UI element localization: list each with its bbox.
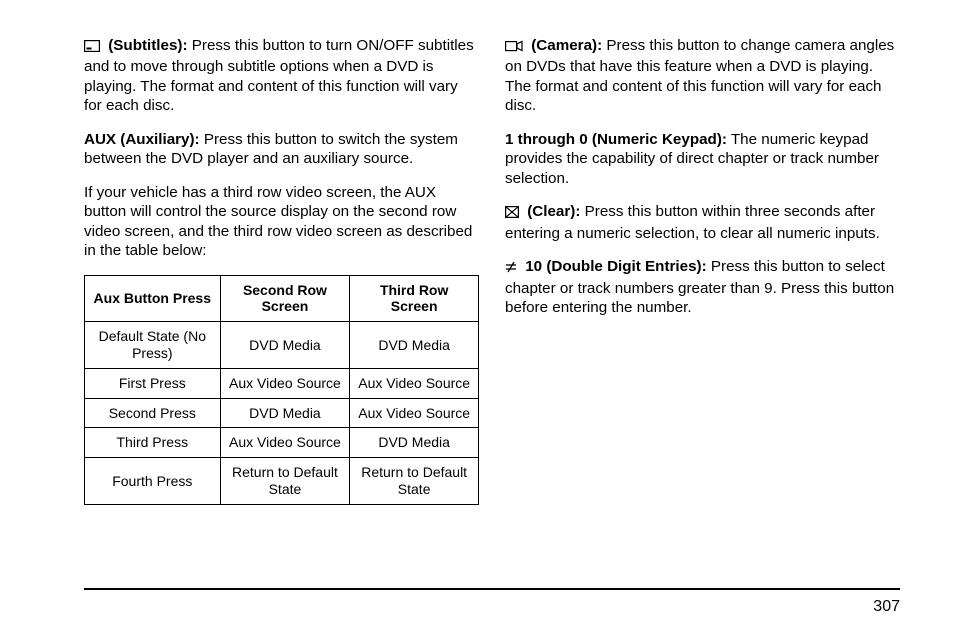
para-aux-note: If your vehicle has a third row video sc… [84, 183, 479, 261]
table-header-row: Aux Button Press Second Row Screen Third… [85, 275, 479, 322]
double-digit-label: 10 (Double Digit Entries): [525, 258, 706, 275]
table-row: Fourth Press Return to Default State Ret… [85, 458, 479, 505]
table-row: Second Press DVD Media Aux Video Source [85, 398, 479, 428]
para-clear: (Clear): Press this button within three … [505, 202, 900, 243]
two-column-layout: (Subtitles): Press this button to turn O… [84, 36, 900, 505]
left-column: (Subtitles): Press this button to turn O… [84, 36, 479, 505]
cell: Second Press [85, 398, 221, 428]
cell: Aux Video Source [220, 368, 350, 398]
cell: Aux Video Source [350, 398, 479, 428]
aux-label: AUX (Auxiliary): [84, 131, 200, 148]
subtitles-label: (Subtitles): [108, 37, 187, 54]
th-2: Third Row Screen [350, 275, 479, 322]
table-row: Default State (No Press) DVD Media DVD M… [85, 322, 479, 369]
cell: Third Press [85, 428, 221, 458]
cell: Return to Default State [220, 458, 350, 505]
cell: Aux Video Source [220, 428, 350, 458]
cell: Default State (No Press) [85, 322, 221, 369]
clear-label: (Clear): [527, 203, 580, 220]
aux-table: Aux Button Press Second Row Screen Third… [84, 275, 479, 505]
cell: DVD Media [220, 398, 350, 428]
para-aux: AUX (Auxiliary): Press this button to sw… [84, 130, 479, 169]
para-camera: (Camera): Press this button to change ca… [505, 36, 900, 116]
manual-page: (Subtitles): Press this button to turn O… [0, 0, 954, 636]
th-0: Aux Button Press [85, 275, 221, 322]
para-subtitles: (Subtitles): Press this button to turn O… [84, 36, 479, 116]
footer-rule [84, 588, 900, 590]
cell: First Press [85, 368, 221, 398]
para-keypad: 1 through 0 (Numeric Keypad): The numeri… [505, 130, 900, 188]
keypad-label: 1 through 0 (Numeric Keypad): [505, 131, 727, 148]
cell: DVD Media [220, 322, 350, 369]
table-row: Third Press Aux Video Source DVD Media [85, 428, 479, 458]
clear-icon [505, 204, 519, 223]
cell: Return to Default State [350, 458, 479, 505]
cell: Fourth Press [85, 458, 221, 505]
subtitles-icon [84, 38, 100, 57]
camera-label: (Camera): [531, 37, 602, 54]
th-1: Second Row Screen [220, 275, 350, 322]
cell: Aux Video Source [350, 368, 479, 398]
cell: DVD Media [350, 428, 479, 458]
right-column: (Camera): Press this button to change ca… [505, 36, 900, 505]
camera-icon [505, 38, 523, 57]
para-double-digit: 10 (Double Digit Entries): Press this bu… [505, 257, 900, 317]
table-row: First Press Aux Video Source Aux Video S… [85, 368, 479, 398]
page-number: 307 [873, 598, 900, 616]
cell: DVD Media [350, 322, 479, 369]
double-digit-icon [505, 259, 517, 278]
